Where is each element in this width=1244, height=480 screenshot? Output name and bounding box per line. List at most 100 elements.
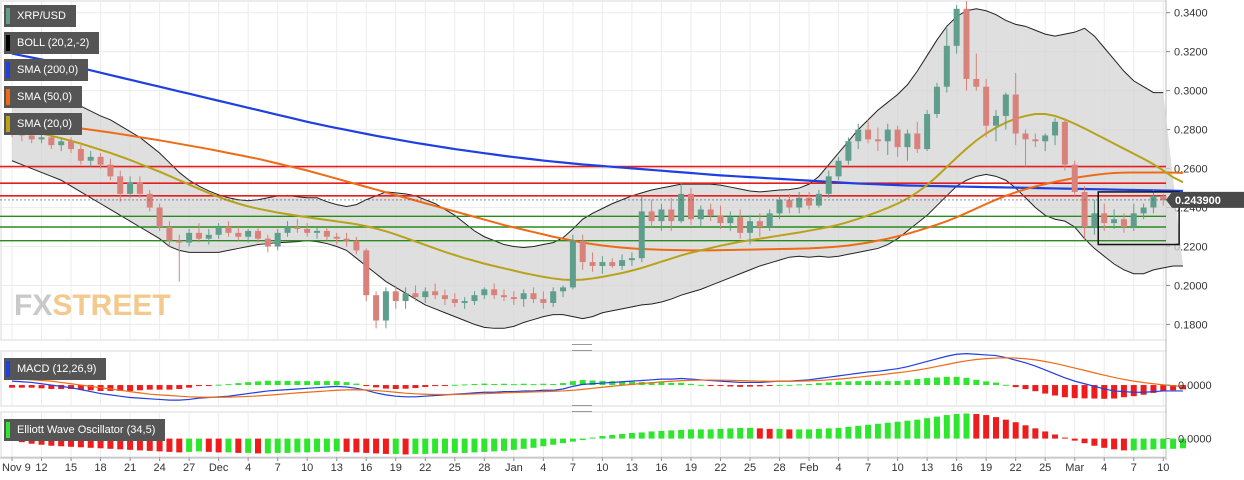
candle-body [304,228,311,233]
ewo-histogram-bar [737,427,744,439]
macd-histogram-bar [579,380,586,386]
ewo-histogram-bar [1150,438,1157,450]
candle-body [1012,94,1019,134]
macd-histogram-bar [323,381,330,386]
ewo-histogram-bar [1101,438,1108,448]
macd-histogram-bar [747,385,753,387]
ewo-histogram-bar [382,438,389,454]
candle-body [756,221,763,227]
candle-body [205,234,212,239]
macd-histogram-bar [914,379,921,386]
y-tick-label: 0.2200 [1174,241,1208,253]
legend-macd[interactable]: MACD (12,26,9) [4,358,107,380]
candle-body [353,240,360,251]
pane-resize-handle-macd[interactable] [572,344,592,351]
macd-histogram-bar [756,385,763,387]
macd-histogram-bar [569,381,576,386]
candle-body [1081,191,1088,227]
x-tick-label: 21 [124,462,136,474]
ewo-histogram-bar [933,416,940,439]
macd-histogram-bar [727,385,734,387]
ewo-histogram-bar [993,417,999,439]
ewo-histogram-bar [1160,438,1167,449]
macd-histogram-bar [304,381,311,386]
macd-histogram-bar [737,385,744,387]
macd-histogram-bar [461,384,468,386]
ewo-histogram-bar [1012,422,1019,439]
candle-body [638,211,645,259]
x-tick-label: 10 [1157,462,1169,474]
macd-histogram-bar [776,384,783,386]
macd-histogram-bar [422,385,429,388]
candle-body [1120,219,1127,227]
candle-body [215,227,222,235]
candle-body [658,209,665,222]
candle-body [1071,164,1078,192]
macd-histogram-bar [865,380,872,386]
macd-histogram-bar [678,382,685,386]
candle-body [579,240,586,263]
candle-body [412,293,419,298]
ewo-histogram-bar [304,438,311,453]
ewo-histogram-bar [1022,425,1029,439]
candle-body [48,137,55,146]
ewo-histogram-bar [560,438,567,444]
macd-histogram-bar [1012,385,1019,388]
macd-histogram-bar [855,381,862,386]
legend-sma200[interactable]: SMA (200,0) [4,59,89,81]
sma20-line [11,113,1184,281]
candle-body [1140,207,1147,214]
x-tick-label: 4 [540,462,546,474]
ewo-histogram-bar [1111,438,1118,450]
x-tick-label: 7 [1131,462,1137,474]
candle-body [609,262,616,266]
candle-body [540,299,547,303]
candle-body [874,139,881,142]
macd-histogram-bar [1150,385,1157,393]
macd-histogram-bar [924,378,931,386]
legend-sma20[interactable]: SMA (20,0) [4,113,83,135]
candle-body [323,230,330,237]
candle-body [1022,133,1029,140]
x-tick-label: 16 [360,462,372,474]
ewo-histogram-bar [687,429,694,439]
macd-histogram-bar [225,384,232,386]
candle-body [648,211,655,222]
macd-histogram-bar [392,385,399,389]
macd-histogram-bar [1130,385,1137,397]
candle-body [225,227,232,233]
legend-symbol[interactable]: XRP/USD [4,5,76,27]
candle-body [245,230,252,237]
candle-body [471,295,478,302]
legend-boll-label: BOLL (20,2,-2) [17,37,90,49]
ewo-histogram-bar [392,438,399,454]
macd-histogram-bar [1140,385,1147,395]
candle-body [865,129,872,140]
ewo-histogram-bar [353,438,360,453]
candle-body [264,238,271,247]
candle-body [687,193,694,220]
ewo-histogram-bar [1120,438,1127,451]
candle-body [727,217,734,224]
macd-histogram-bar [255,381,261,386]
candle-body [747,221,753,233]
candle-body [510,297,517,300]
legend-boll[interactable]: BOLL (20,2,-2) [4,32,100,54]
macd-histogram-bar [68,385,75,389]
ewo-histogram-bar [323,438,330,452]
macd-histogram-bar [1032,385,1039,392]
legend-sma50[interactable]: SMA (50,0) [4,86,83,108]
ewo-histogram-bar [284,438,291,453]
macd-histogram-bar [589,380,596,386]
candle-body [796,197,803,208]
candle-body [87,156,94,161]
legend-boll-swatch [6,35,10,51]
macd-histogram-bar [58,385,65,389]
pane-resize-handle-ewo[interactable] [572,405,592,412]
legend-ewo[interactable]: Elliott Wave Oscillator (34,5) [4,419,166,441]
ewo-histogram-bar [195,438,202,452]
ewo-histogram-bar [461,438,468,453]
bollinger-band-fill [12,8,1183,329]
ewo-histogram-bar [422,438,429,454]
